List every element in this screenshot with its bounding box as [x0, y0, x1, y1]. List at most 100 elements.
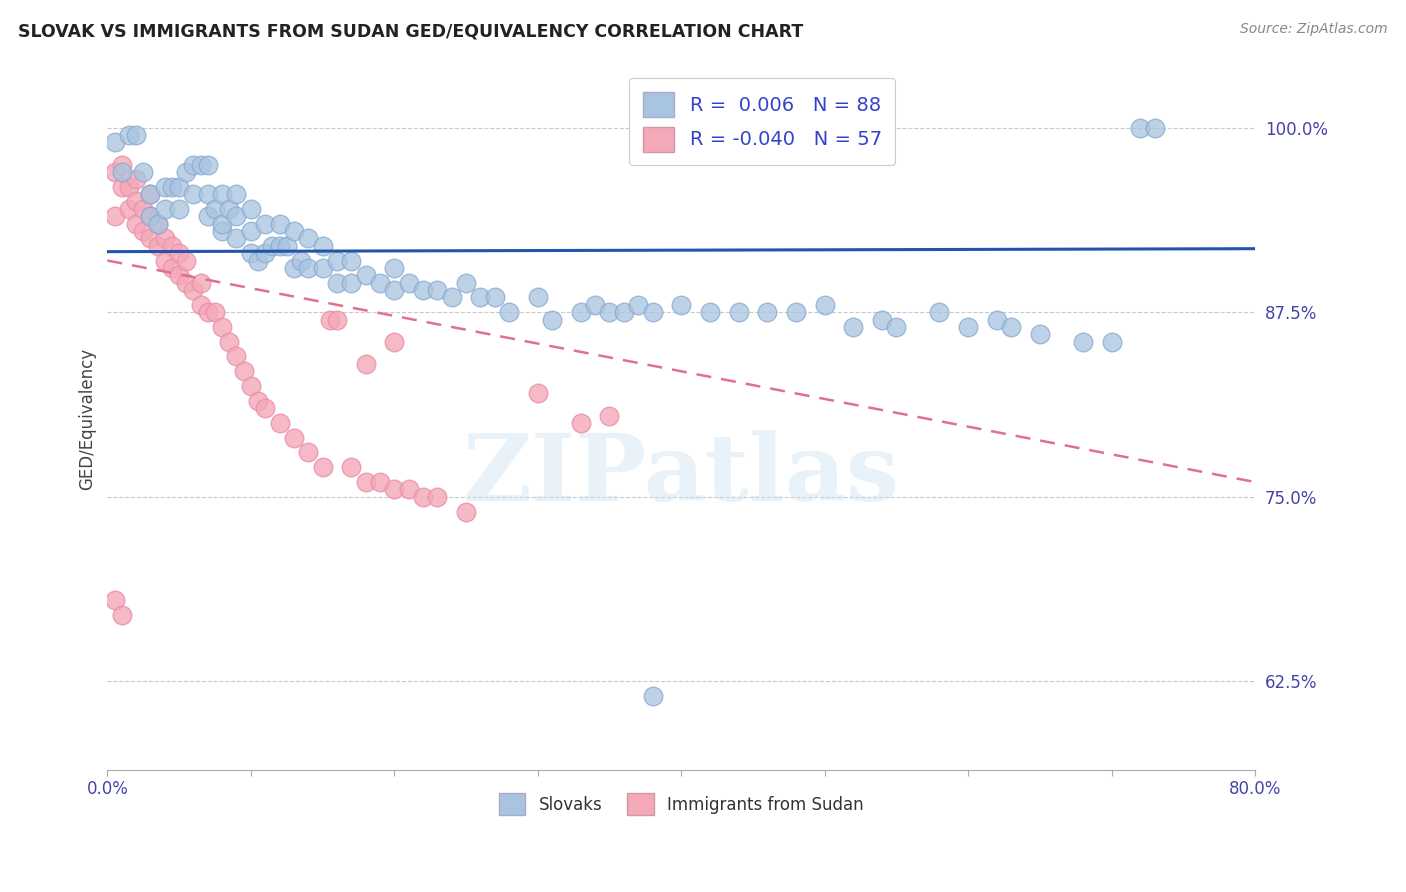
Point [1129, 120, 1152, 135]
Point [326, 253, 349, 268]
Text: Source: ZipAtlas.com: Source: ZipAtlas.com [1240, 22, 1388, 37]
Point [239, 246, 262, 260]
Point [160, 260, 183, 275]
Point [139, 231, 162, 245]
Point [160, 179, 183, 194]
Point [354, 357, 377, 371]
Point [211, 187, 233, 202]
Point [484, 290, 506, 304]
Point [167, 202, 190, 216]
Point [583, 298, 606, 312]
Point [569, 305, 592, 319]
Point [247, 253, 270, 268]
Point [283, 224, 305, 238]
Point [354, 268, 377, 283]
Point [368, 276, 391, 290]
Point [111, 607, 134, 622]
Text: ZIPatlas: ZIPatlas [463, 430, 900, 520]
Point [232, 364, 254, 378]
Point [174, 253, 197, 268]
Point [197, 187, 219, 202]
Point [613, 305, 636, 319]
Point [269, 416, 291, 430]
Point [986, 312, 1008, 326]
Point [111, 157, 134, 171]
Point [139, 209, 162, 223]
Point [297, 260, 319, 275]
Point [382, 483, 405, 497]
Point [190, 298, 212, 312]
Point [132, 202, 155, 216]
Point [247, 393, 270, 408]
Point [290, 253, 312, 268]
Legend: Slovaks, Immigrants from Sudan: Slovaks, Immigrants from Sudan [488, 783, 875, 825]
Point [218, 334, 240, 349]
Point [118, 128, 141, 142]
Point [426, 283, 449, 297]
Point [340, 460, 363, 475]
Point [239, 202, 262, 216]
Point [125, 194, 148, 209]
Text: SLOVAK VS IMMIGRANTS FROM SUDAN GED/EQUIVALENCY CORRELATION CHART: SLOVAK VS IMMIGRANTS FROM SUDAN GED/EQUI… [18, 22, 803, 40]
Point [276, 238, 298, 252]
Point [928, 305, 950, 319]
Point [1071, 334, 1094, 349]
Point [139, 209, 162, 223]
Point [598, 305, 620, 319]
Point [167, 246, 190, 260]
Point [785, 305, 807, 319]
Point [319, 312, 342, 326]
Point [297, 445, 319, 459]
Point [440, 290, 463, 304]
Point [132, 224, 155, 238]
Point [174, 165, 197, 179]
Point [283, 260, 305, 275]
Point [340, 253, 363, 268]
Point [160, 238, 183, 252]
Point [103, 209, 125, 223]
Point [870, 312, 893, 326]
Point [204, 305, 226, 319]
Point [412, 490, 434, 504]
Point [412, 283, 434, 297]
Point [211, 224, 233, 238]
Point [218, 202, 240, 216]
Point [111, 165, 134, 179]
Point [211, 320, 233, 334]
Point [190, 276, 212, 290]
Point [1101, 334, 1123, 349]
Point [382, 283, 405, 297]
Point [111, 179, 134, 194]
Point [340, 276, 363, 290]
Point [283, 431, 305, 445]
Point [211, 217, 233, 231]
Point [627, 298, 650, 312]
Point [957, 320, 980, 334]
Point [204, 202, 226, 216]
Point [326, 312, 349, 326]
Point [814, 298, 837, 312]
Point [498, 305, 520, 319]
Point [541, 312, 564, 326]
Point [167, 179, 190, 194]
Point [526, 290, 548, 304]
Point [125, 217, 148, 231]
Point [269, 238, 291, 252]
Point [146, 217, 169, 231]
Point [311, 460, 333, 475]
Point [526, 386, 548, 401]
Point [368, 475, 391, 489]
Point [239, 224, 262, 238]
Point [197, 209, 219, 223]
Point [118, 179, 141, 194]
Point [103, 165, 125, 179]
Point [146, 238, 169, 252]
Point [311, 238, 333, 252]
Point [153, 179, 176, 194]
Point [190, 157, 212, 171]
Point [197, 157, 219, 171]
Point [382, 334, 405, 349]
Point [1000, 320, 1022, 334]
Point [103, 136, 125, 150]
Point [103, 593, 125, 607]
